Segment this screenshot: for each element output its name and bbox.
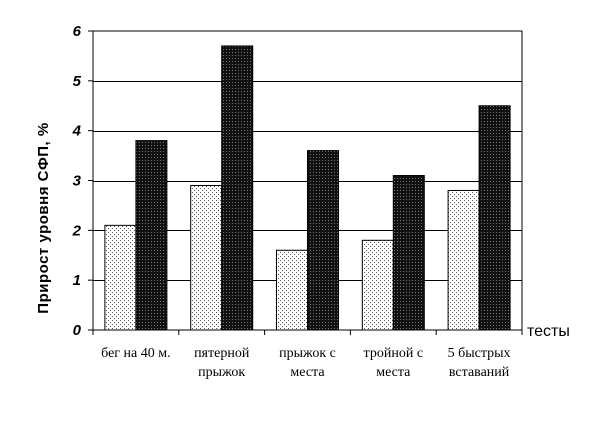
bar-series-1	[361, 239, 394, 331]
bar-series-1	[104, 224, 137, 331]
y-tick-label: 3	[73, 173, 82, 190]
bar-series-1	[447, 189, 480, 331]
x-tick-label: прыжок с места	[279, 346, 336, 380]
x-tick-label: тройной с места	[364, 346, 423, 380]
x-tick-label: 5 быстрых вставаний	[448, 346, 511, 380]
y-tick-label: 0	[73, 322, 82, 339]
bar-series-1	[190, 184, 223, 331]
y-tick-label: 6	[73, 23, 82, 40]
y-axis-ticks: 0 1 2 3 4 5 6	[72, 23, 93, 339]
x-axis-label: тесты	[527, 323, 570, 340]
bar-series-2	[307, 150, 339, 331]
x-tick-label: бег на 40 м.	[101, 346, 170, 361]
bar-series-1	[276, 249, 308, 331]
bar-series-2	[478, 105, 511, 331]
bar-series-2	[135, 140, 168, 331]
y-axis-label: Прирост уровня СФП, %	[35, 122, 52, 313]
bars	[104, 45, 511, 331]
bar-series-2	[221, 45, 254, 331]
y-tick-label: 1	[73, 272, 81, 289]
y-tick-label: 2	[72, 222, 82, 239]
x-tick-label: пятерной прыжок	[194, 346, 250, 380]
x-axis-categories: бег на 40 м. пятерной прыжок прыжок с места т…	[92, 330, 523, 380]
bar-series-2	[392, 175, 425, 331]
y-tick-label: 4	[72, 123, 82, 140]
y-tick-label: 5	[73, 73, 82, 90]
